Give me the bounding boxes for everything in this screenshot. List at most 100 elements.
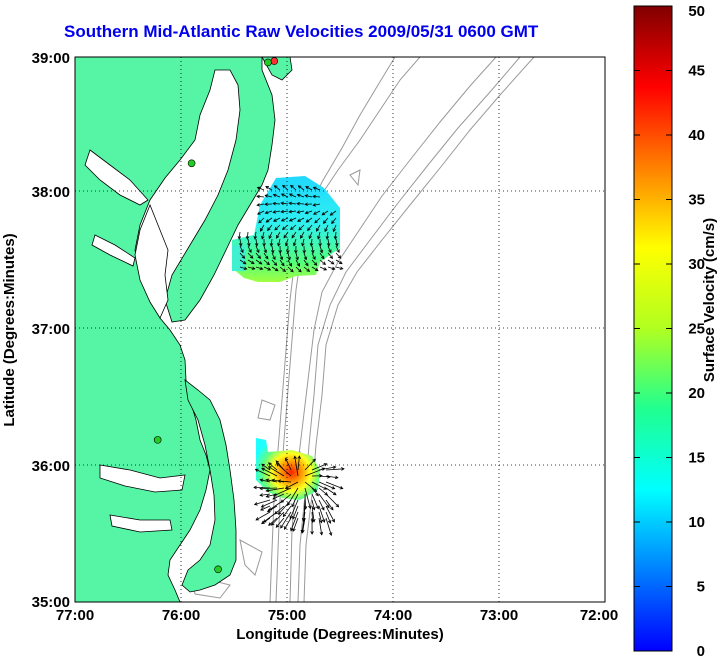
velocity-arrow-head <box>261 235 265 240</box>
x-tick-label: 74:00 <box>374 607 412 624</box>
velocity-arrow-head <box>288 201 293 206</box>
south-velocity-patch <box>256 438 320 500</box>
velocity-arrow <box>256 195 265 198</box>
y-tick-label: 37:00 <box>32 321 70 338</box>
velocity-arrow-head <box>289 226 294 231</box>
velocity-arrow <box>331 217 337 224</box>
velocity-arrow-head <box>280 201 285 206</box>
south-velocity-vectors <box>253 455 345 536</box>
velocity-arrow <box>279 252 283 260</box>
velocity-arrow <box>273 210 281 213</box>
velocity-arrow-head <box>273 185 278 189</box>
velocity-arrow-head <box>307 227 311 232</box>
velocity-arrow-head <box>316 228 320 232</box>
velocity-arrow <box>319 245 323 253</box>
velocity-arrow <box>304 487 311 509</box>
velocity-arrow <box>289 193 297 198</box>
radar-stations <box>153 57 279 574</box>
velocity-arrow <box>318 487 328 496</box>
colorbar-tick-label: 10 <box>688 514 705 531</box>
velocity-arrow <box>291 231 297 239</box>
velocity-arrow-head <box>326 242 331 247</box>
velocity-arrow-head <box>296 263 300 267</box>
velocity-arrow-head <box>276 235 280 239</box>
velocity-arrow <box>303 259 309 266</box>
velocity-arrow-head <box>323 463 328 467</box>
velocity-arrow <box>333 224 337 232</box>
velocity-arrow-head <box>251 266 256 270</box>
velocity-arrow <box>247 238 250 246</box>
velocity-arrow <box>302 505 306 521</box>
velocity-arrow <box>306 217 313 223</box>
velocity-arrow-head <box>273 262 278 266</box>
velocity-arrow-head <box>326 504 330 509</box>
graticule <box>75 57 605 602</box>
velocity-arrow <box>257 187 265 191</box>
velocity-arrow <box>274 185 281 191</box>
velocity-arrow-head <box>265 219 270 223</box>
colorbar-tick-label: 25 <box>688 321 705 338</box>
velocity-arrow-head <box>327 475 331 479</box>
velocity-arrow-head <box>310 519 315 523</box>
colorbar <box>633 5 673 652</box>
colorbar-tick-label: 30 <box>688 256 705 273</box>
velocity-arrow-head <box>319 474 323 478</box>
velocity-arrow <box>263 245 267 253</box>
velocity-arrow <box>304 481 317 492</box>
velocity-arrow <box>273 194 281 198</box>
velocity-arrow <box>305 186 313 191</box>
velocity-arrow <box>335 252 342 259</box>
velocity-arrow-head <box>289 515 293 520</box>
velocity-arrow <box>297 217 305 222</box>
velocity-arrow-head <box>319 249 324 254</box>
velocity-arrow-head <box>259 227 264 232</box>
velocity-arrow-head <box>330 506 334 511</box>
velocity-arrow-head <box>266 261 270 266</box>
map-title: Southern Mid-Atlantic Raw Velocities 200… <box>64 22 539 41</box>
velocity-arrow <box>271 245 274 253</box>
velocity-arrow-head <box>275 460 280 464</box>
velocity-arrow-head <box>315 492 319 497</box>
velocity-arrow <box>282 505 292 517</box>
velocity-arrow <box>276 231 281 239</box>
velocity-arrow-head <box>328 249 332 254</box>
velocity-arrow-head <box>298 268 302 273</box>
colorbar-label: Surface Velocity (cm/s) <box>701 218 718 382</box>
velocity-arrow-head <box>288 193 293 197</box>
y-tick-label: 39:00 <box>32 50 70 67</box>
velocity-arrow <box>313 203 321 206</box>
velocity-arrow <box>254 231 257 239</box>
velocity-arrow <box>295 252 299 260</box>
velocity-arrow-head <box>259 486 263 491</box>
velocity-arrow-head <box>268 522 272 526</box>
velocity-arrow-head <box>253 235 258 240</box>
velocity-arrow <box>270 238 273 246</box>
velocity-arrow <box>327 266 335 270</box>
velocity-arrow <box>301 238 305 246</box>
velocity-arrow <box>263 252 269 260</box>
velocity-arrow-head <box>272 210 277 214</box>
velocity-arrow <box>297 210 305 213</box>
velocity-arrow <box>310 238 313 247</box>
velocity-arrow <box>260 505 271 511</box>
velocity-arrow-head <box>272 496 277 500</box>
velocity-arrow <box>273 487 292 497</box>
velocity-arrow-head <box>300 235 304 239</box>
velocity-arrow-head <box>339 266 344 270</box>
velocity-arrow-head <box>277 511 282 515</box>
y-axis: 39:00 38:00 37:00 36:00 35:00 Latitude (… <box>1 50 70 611</box>
velocity-arrow-head <box>288 263 292 267</box>
velocity-arrow-head <box>264 210 269 215</box>
velocity-arrow <box>325 481 343 489</box>
velocity-arrow-head <box>261 463 265 468</box>
velocity-arrow-head <box>301 242 305 247</box>
velocity-arrow-head <box>323 486 328 490</box>
velocity-arrow <box>316 224 321 232</box>
velocity-arrow <box>292 505 299 520</box>
colorbar-tick-label: 45 <box>688 63 705 80</box>
velocity-arrow <box>268 462 278 471</box>
velocity-arrow-head <box>284 457 289 462</box>
velocity-arrow <box>311 481 327 490</box>
velocity-arrow-head <box>261 467 265 471</box>
velocity-arrow-head <box>283 234 287 239</box>
